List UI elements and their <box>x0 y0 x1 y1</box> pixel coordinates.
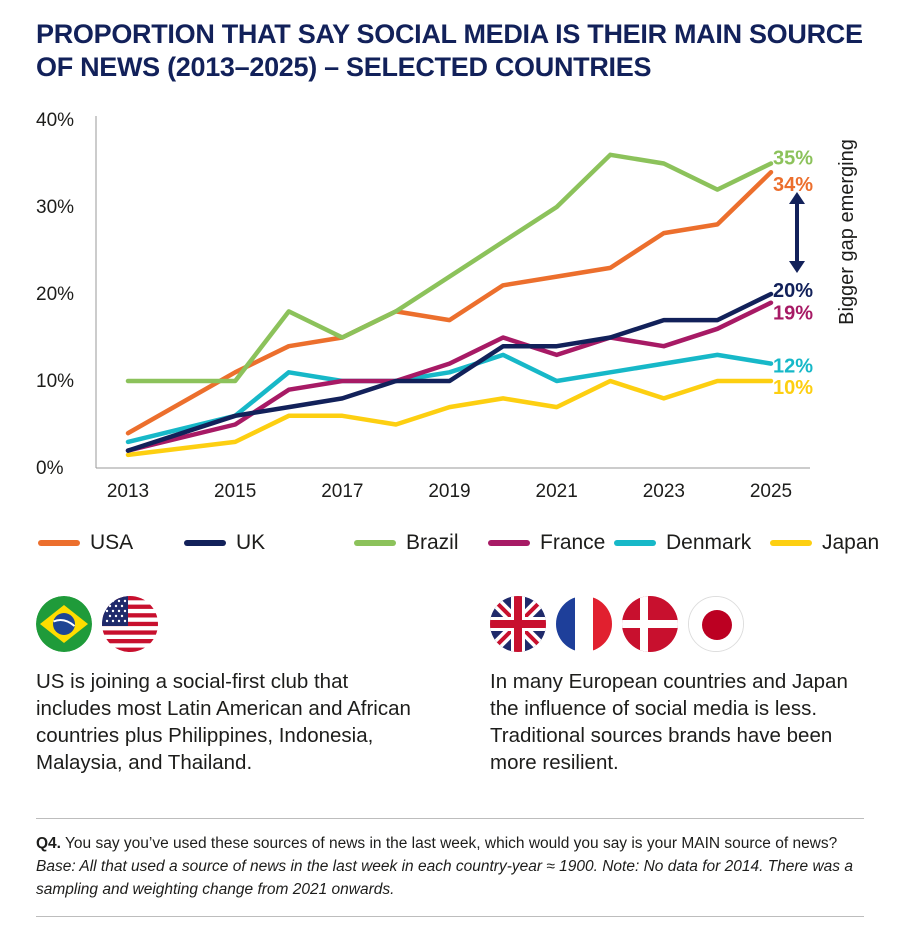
end-label-brazil: 35% <box>773 148 813 170</box>
x-tick-label: 2017 <box>321 481 363 502</box>
y-tick-label: 10% <box>36 371 74 392</box>
x-tick-label: 2019 <box>428 481 470 502</box>
footnote-question-label: Q4. <box>36 835 61 852</box>
y-tick-label: 20% <box>36 284 74 305</box>
left-flags <box>36 596 168 652</box>
legend-item-denmark: Denmark <box>614 531 770 555</box>
japan-flag-icon <box>688 596 744 652</box>
x-tick-label: 2021 <box>536 481 578 502</box>
series-line-france <box>125 300 774 453</box>
legend-swatch <box>770 540 812 546</box>
legend-label: USA <box>90 531 134 554</box>
end-label-france: 19% <box>773 303 813 325</box>
gap-arrow-head-up <box>789 192 805 204</box>
legend-item-brazil: Brazil <box>354 531 488 555</box>
series-line-brazil <box>125 152 774 384</box>
right-panel-text: In many European countries and Japan the… <box>490 670 848 774</box>
series-line-japan <box>125 378 774 458</box>
y-tick-label: 40% <box>36 110 74 131</box>
legend-swatch <box>354 540 396 546</box>
x-tick-label: 2015 <box>214 481 256 502</box>
legend-swatch <box>488 540 530 546</box>
end-label-japan: 10% <box>773 377 813 399</box>
brazil-flag-icon <box>36 596 92 652</box>
legend-label: UK <box>236 531 266 554</box>
legend-item-japan: Japan <box>770 531 880 555</box>
france-flag-icon <box>556 596 612 652</box>
x-tick-label: 2025 <box>750 481 792 502</box>
x-tick-label: 2023 <box>643 481 685 502</box>
legend-swatch <box>38 540 80 546</box>
legend-label: Brazil <box>406 531 459 554</box>
legend-label: Denmark <box>666 531 752 554</box>
y-tick-label: 0% <box>36 458 64 479</box>
legend-item-france: France <box>488 531 614 555</box>
line-chart: 0% 10% 20% 30% 40% 2013 2015 2017 2019 2021 2023 20… <box>36 110 858 502</box>
legend-label: France <box>540 531 606 554</box>
legend-label: Japan <box>822 531 880 554</box>
legend: USA UK Brazil France Denmark Japan <box>38 528 880 558</box>
gap-arrow-head-down <box>789 261 805 273</box>
footnote: Q4. You say you’ve used these sources of… <box>36 832 866 901</box>
end-label-denmark: 12% <box>773 356 813 378</box>
end-label-usa: 34% <box>773 174 813 196</box>
x-tick-label: 2013 <box>107 481 149 502</box>
y-tick-label: 30% <box>36 197 74 218</box>
legend-item-usa: USA <box>38 531 184 555</box>
series-line-uk <box>125 291 774 453</box>
annotation-text: Bigger gap emerging <box>836 139 858 325</box>
footnote-question: You say you’ve used these sources of new… <box>60 835 838 852</box>
legend-item-uk: UK <box>184 531 354 555</box>
left-panel-text: US is joining a social-first club that i… <box>36 670 411 774</box>
divider <box>36 818 864 819</box>
chart-title: PROPORTION THAT SAY SOCIAL MEDIA IS THEI… <box>36 19 863 82</box>
series-line-usa <box>125 169 774 436</box>
end-label-uk: 20% <box>773 280 813 302</box>
denmark-flag-icon <box>622 596 678 652</box>
divider <box>36 916 864 917</box>
legend-swatch <box>184 540 226 546</box>
footnote-base: Base: All that used a source of news in … <box>36 858 853 898</box>
uk-flag-icon <box>490 596 546 652</box>
legend-swatch <box>614 540 656 546</box>
usa-flag-icon <box>102 596 158 652</box>
right-flags <box>490 596 754 652</box>
